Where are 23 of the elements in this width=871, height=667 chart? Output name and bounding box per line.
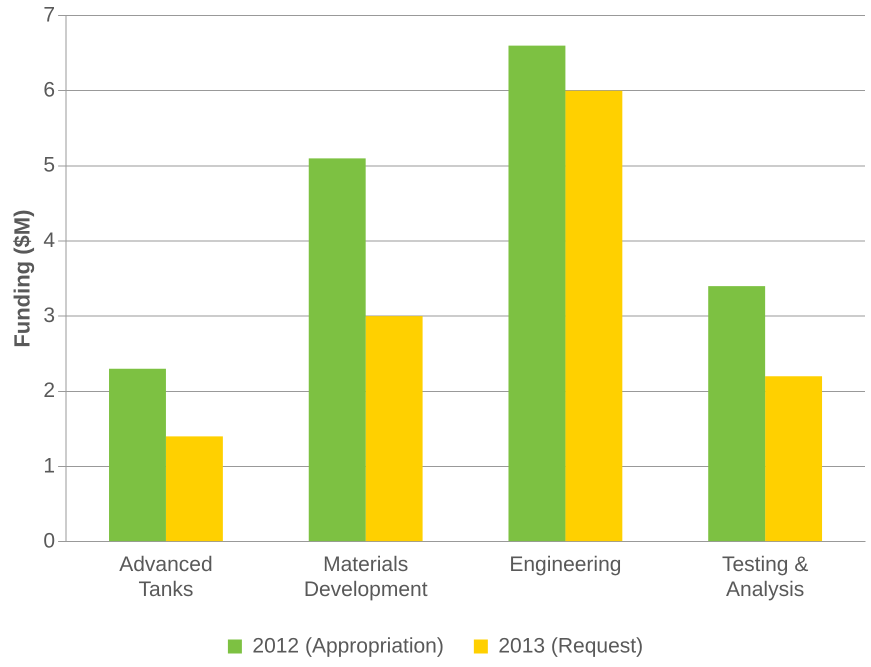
y-tick-label: 3 <box>43 304 56 327</box>
y-tick-label: 4 <box>43 228 56 252</box>
y-tick-label: 6 <box>43 78 56 102</box>
y-tick-label: 2 <box>43 379 56 402</box>
bar <box>508 46 566 542</box>
bar <box>109 368 166 542</box>
bar <box>765 376 822 542</box>
bar <box>366 316 423 542</box>
legend-label: 2012 (Appropriation) <box>252 634 444 658</box>
legend-label: 2013 (Request) <box>498 634 644 658</box>
y-tick-label: 7 <box>43 3 56 26</box>
y-tick-label: 5 <box>43 154 56 177</box>
x-tick-label: Advanced Tanks <box>119 552 213 602</box>
x-tick-label: Engineering <box>509 552 622 576</box>
bar <box>708 286 766 542</box>
bar <box>308 158 366 542</box>
y-tick-label: 1 <box>43 454 56 478</box>
bar <box>565 90 622 542</box>
x-tick-label: Testing & Analysis <box>722 552 808 602</box>
bar <box>166 436 223 542</box>
y-axis-title: Funding ($M) <box>9 210 34 348</box>
y-tick-label: 0 <box>43 529 56 552</box>
x-tick-label: Materials Development <box>304 552 428 602</box>
